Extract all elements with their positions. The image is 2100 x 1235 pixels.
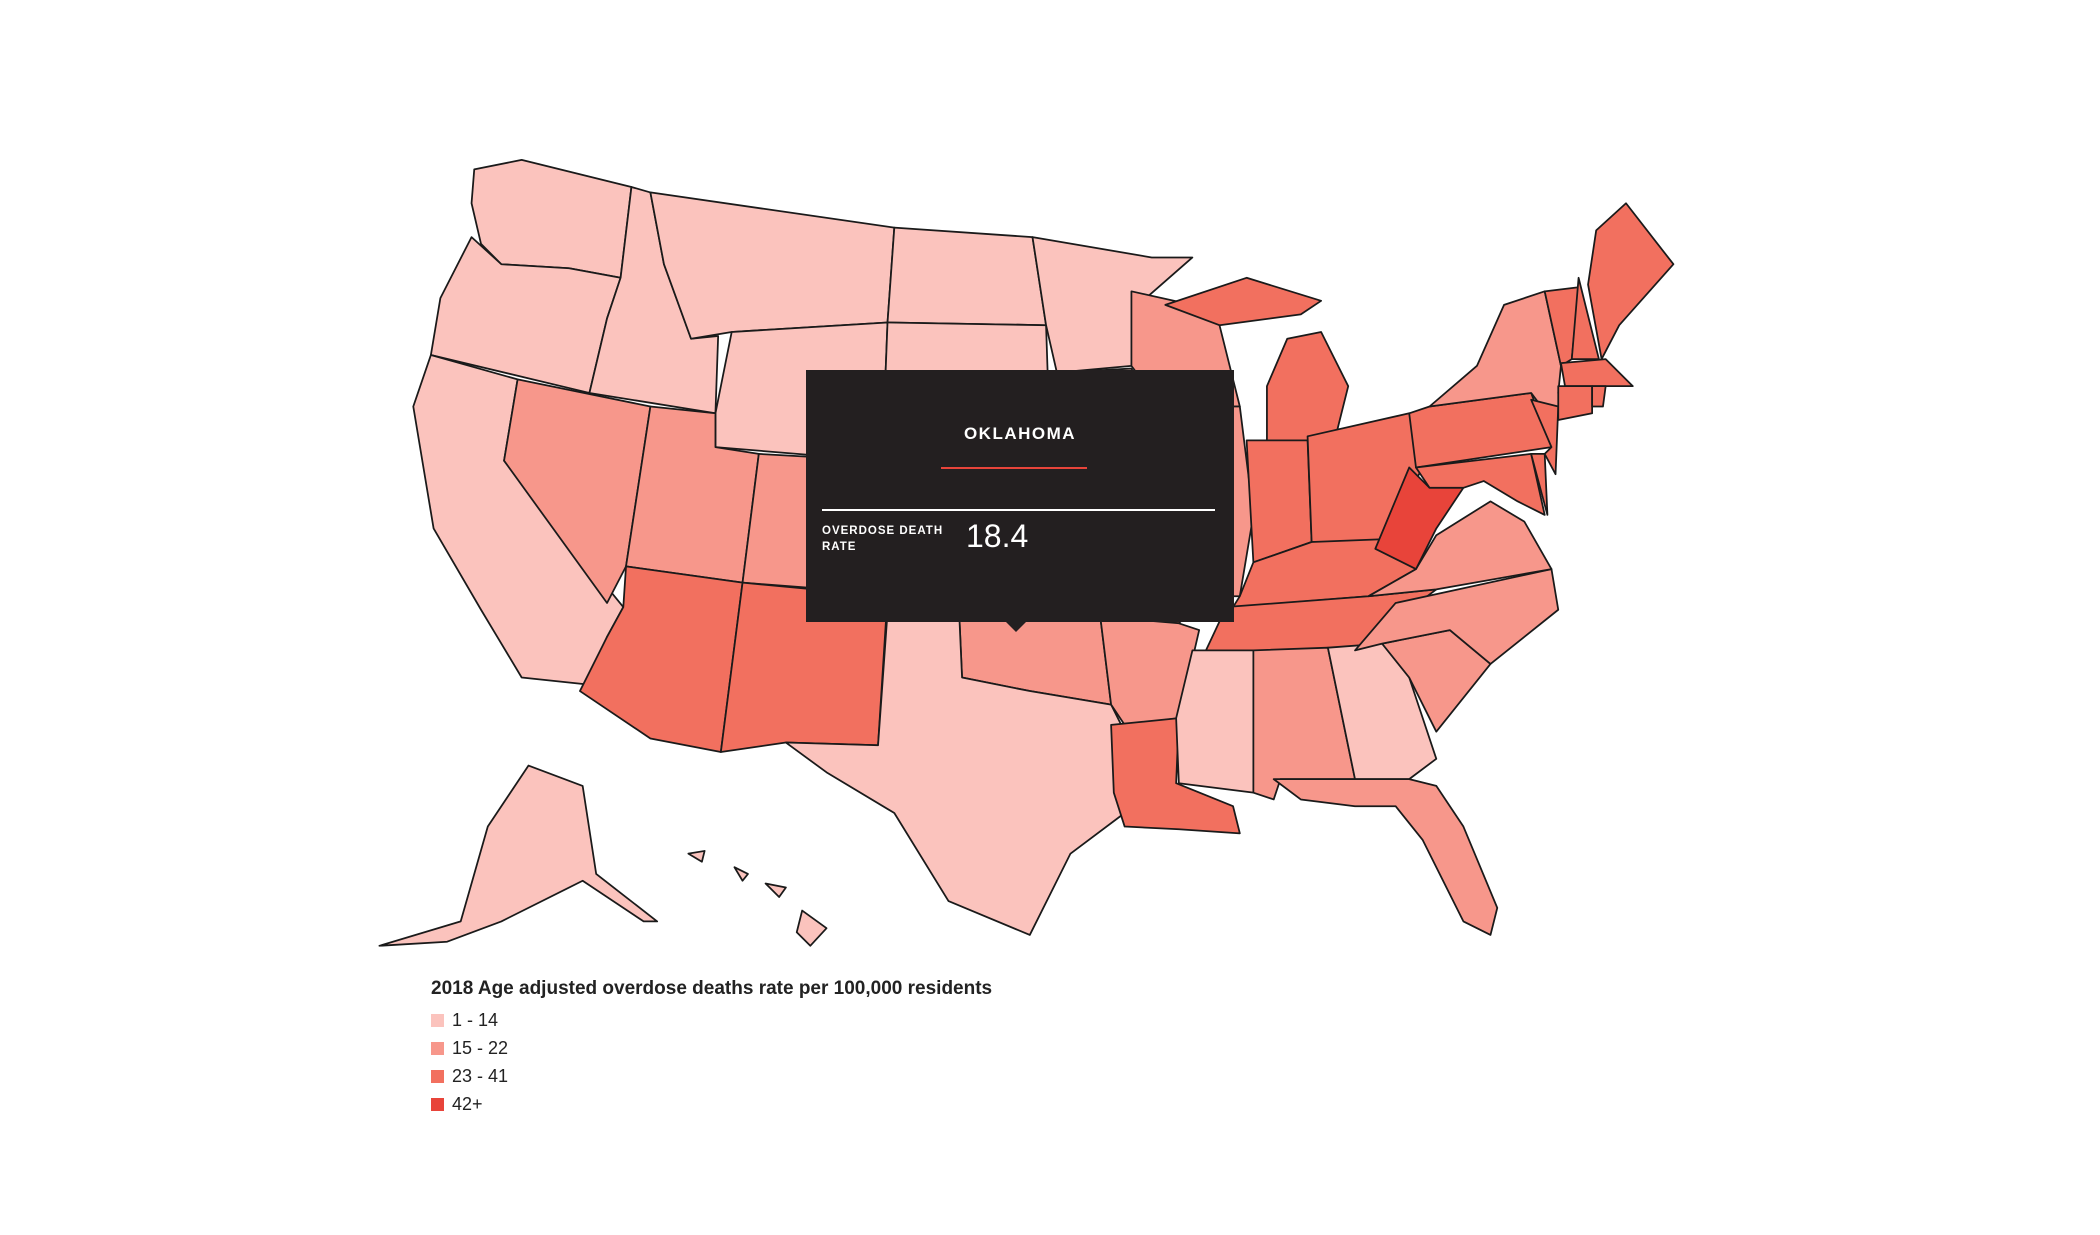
state-shape[interactable] [785,611,1126,936]
state-nc[interactable] [1354,568,1560,665]
state-shape[interactable] [1570,276,1600,360]
legend-swatch [431,1041,444,1055]
state-shape[interactable] [1530,453,1549,516]
state-shape[interactable] [687,850,706,863]
tooltip-state-name: OKLAHOMA [963,424,1077,443]
state-nd[interactable] [886,226,1047,327]
legend-swatch [431,1013,444,1027]
legend-swatch [431,1069,444,1083]
state-shape[interactable] [764,882,787,898]
state-shape[interactable] [733,866,749,882]
legend-item: 1 - 14 [431,1006,992,1034]
state-nh[interactable] [1570,276,1600,360]
legend-item: 15 - 22 [431,1034,992,1062]
state-shape[interactable] [378,764,659,947]
state-ma[interactable] [1560,358,1634,388]
state-ct[interactable] [1557,385,1594,421]
state-shape[interactable] [1272,778,1499,936]
state-shape[interactable] [1560,358,1634,388]
state-shape[interactable] [503,378,652,604]
state-hi[interactable] [687,850,828,947]
legend-label: 15 - 22 [452,1037,509,1058]
state-shape[interactable] [1591,385,1607,408]
tooltip-divider [822,509,1215,511]
state-me[interactable] [1587,202,1675,360]
state-shape[interactable] [795,909,828,947]
state-tooltip: OKLAHOMA OVERDOSE DEATH RATE 18.4 [806,370,1234,632]
state-ms[interactable] [1175,649,1255,794]
state-shape[interactable] [886,226,1047,327]
state-shape[interactable] [1245,439,1313,564]
state-shape[interactable] [649,191,896,340]
legend-label: 42+ [452,1093,483,1114]
state-shape[interactable] [1354,568,1560,665]
legend-swatch [431,1097,444,1111]
state-mt[interactable] [649,191,896,340]
state-nj[interactable] [1530,398,1560,476]
state-shape[interactable] [1164,276,1323,327]
state-shape[interactable] [1557,385,1594,421]
state-in[interactable] [1245,439,1313,564]
tooltip-accent-divider [941,467,1087,469]
state-ak[interactable] [378,764,659,947]
legend-item: 42+ [431,1090,992,1118]
state-ri[interactable] [1591,385,1607,408]
legend-label: 1 - 14 [452,1009,499,1030]
state-shape[interactable] [1587,202,1675,360]
legend-label: 23 - 41 [452,1065,509,1086]
legend-item: 23 - 41 [431,1062,992,1090]
state-shape[interactable] [1530,398,1560,476]
state-shape[interactable] [1175,649,1255,794]
state-mi[interactable] [1164,276,1350,449]
legend-title: 2018 Age adjusted overdose deaths rate p… [431,978,993,999]
state-tx[interactable] [785,611,1126,936]
tooltip-metric-label: OVERDOSE DEATH RATE [822,525,944,553]
state-fl[interactable] [1272,778,1499,936]
legend: 2018 Age adjusted overdose deaths rate p… [431,978,992,1118]
tooltip-metric-value: 18.4 [966,518,1029,554]
state-de[interactable] [1530,453,1549,516]
state-nv[interactable] [503,378,652,604]
